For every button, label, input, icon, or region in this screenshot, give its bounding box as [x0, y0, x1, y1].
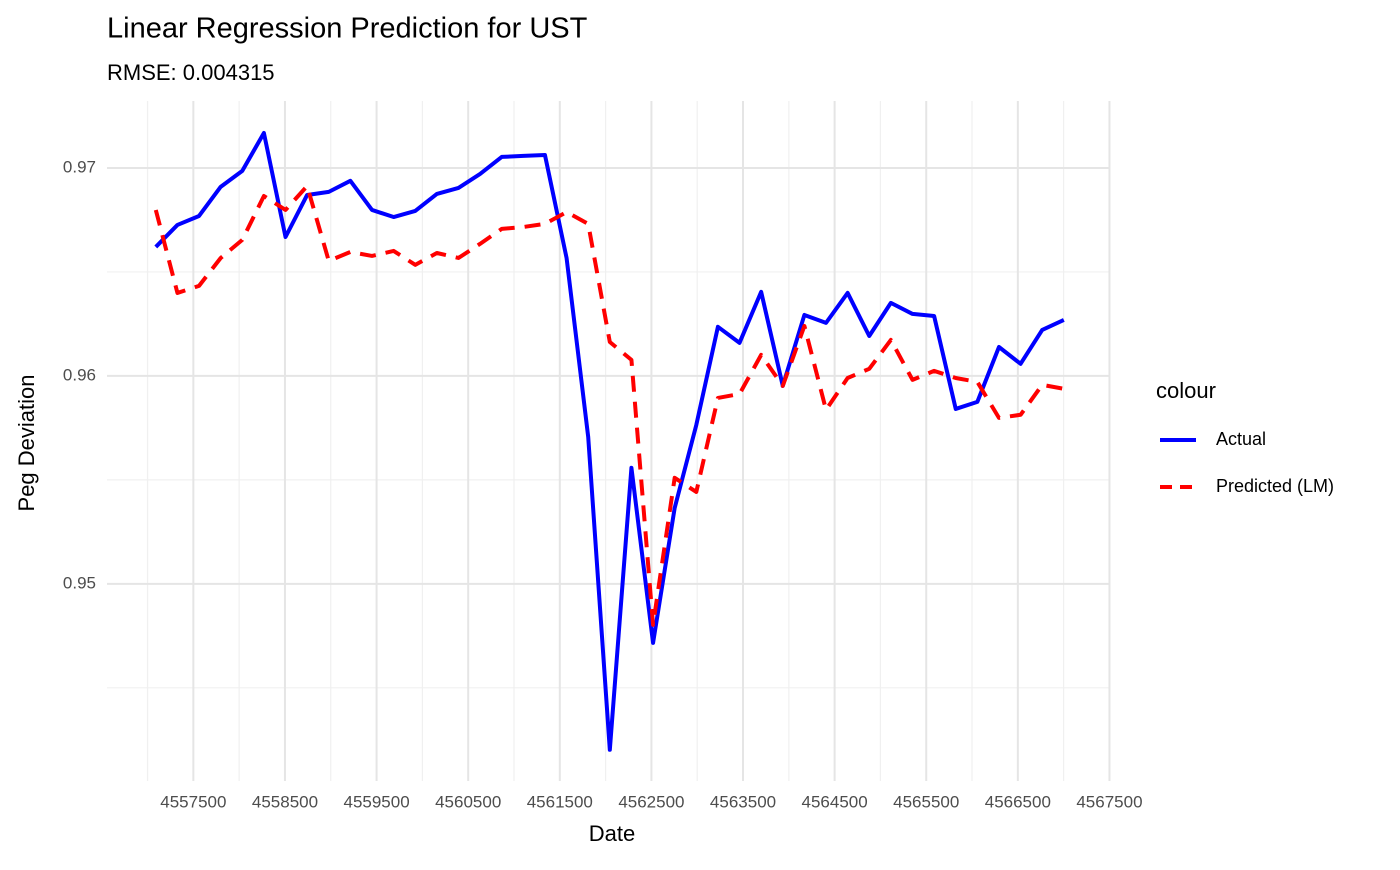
x-tick-label: 4557500 [160, 792, 226, 811]
series-line [153, 184, 1065, 627]
x-tick-label: 4565500 [893, 792, 959, 811]
x-tick-label: 4560500 [435, 792, 501, 811]
x-tick-label: 4562500 [618, 792, 684, 811]
x-tick-label: 4561500 [527, 792, 593, 811]
x-axis-title: Date [589, 821, 635, 846]
y-tick-label: 0.96 [63, 365, 96, 384]
x-tick-label: 4563500 [710, 792, 776, 811]
legend-label: Actual [1216, 429, 1266, 449]
y-tick-label: 0.95 [63, 573, 96, 592]
series-line [154, 131, 1065, 752]
y-tick-label: 0.97 [63, 157, 96, 176]
x-tick-label: 4566500 [985, 792, 1051, 811]
x-tick-label: 4558500 [252, 792, 318, 811]
x-tick-label: 4564500 [802, 792, 868, 811]
y-axis-title: Peg Deviation [14, 375, 39, 512]
chart-subtitle: RMSE: 0.004315 [107, 60, 275, 85]
legend-label: Predicted (LM) [1216, 476, 1334, 496]
chart-title: Linear Regression Prediction for UST [107, 13, 588, 45]
x-tick-label: 4567500 [1076, 792, 1142, 811]
x-tick-label: 4559500 [343, 792, 409, 811]
legend-title: colour [1156, 378, 1216, 403]
